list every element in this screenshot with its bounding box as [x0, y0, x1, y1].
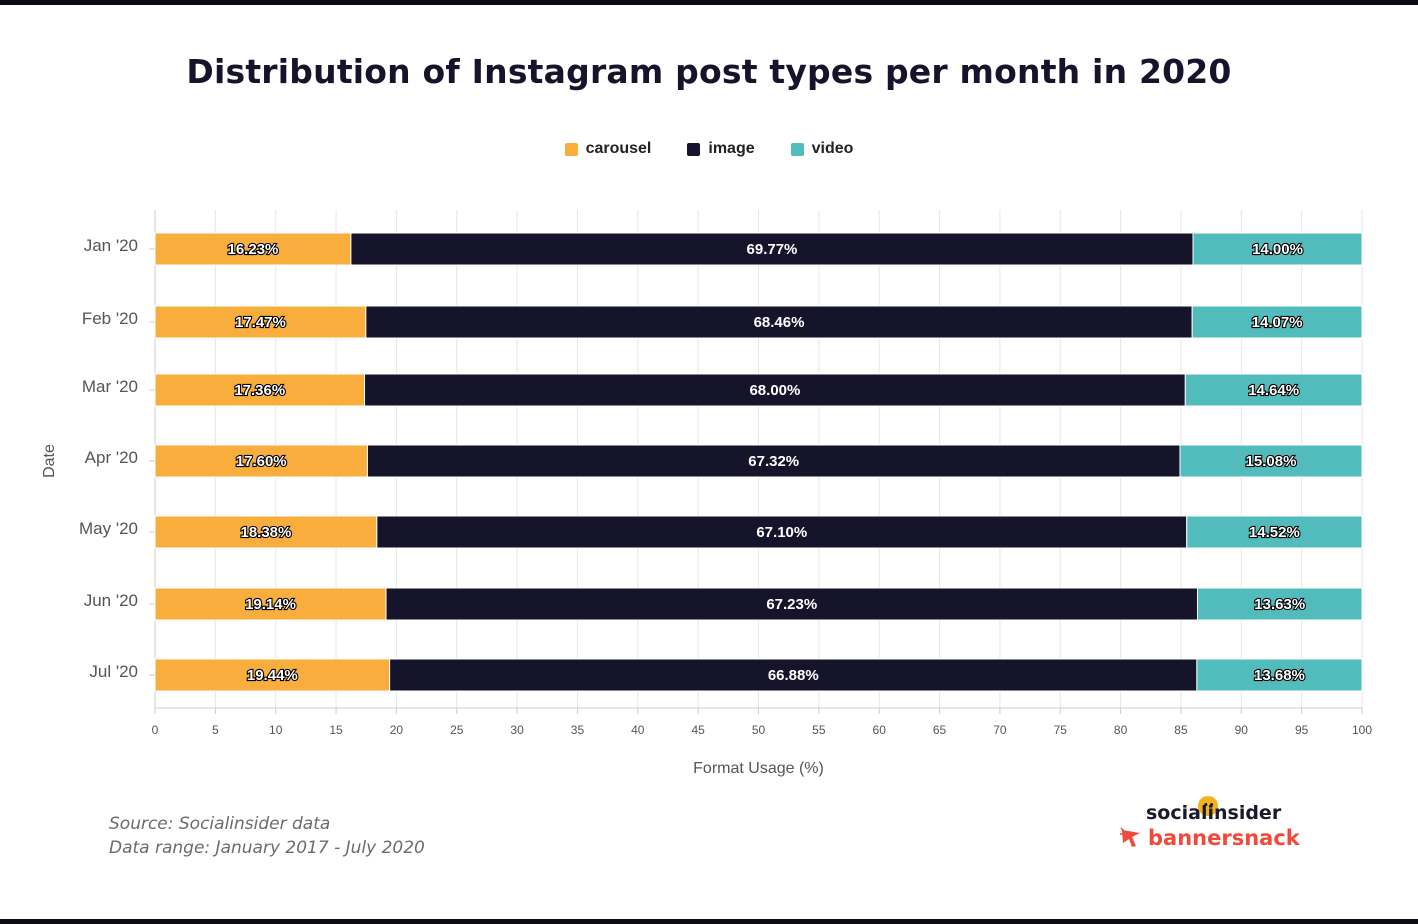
socialinsider-logo-text: socialinsider	[1146, 802, 1282, 824]
bannersnack-logo: bannersnack	[1120, 826, 1310, 850]
x-tick-label: 85	[1174, 723, 1188, 737]
data-label-image: 67.32%	[748, 453, 799, 470]
legend: carousel image video	[0, 140, 1418, 158]
chart-title: Distribution of Instagram post types per…	[186, 52, 1232, 91]
x-tick-label: 20	[390, 723, 404, 737]
x-tick-label: 95	[1295, 723, 1309, 737]
legend-swatch-carousel	[564, 142, 578, 156]
x-tick-label: 35	[571, 723, 585, 737]
bar-video	[1179, 444, 1363, 478]
data-label-carousel: 17.47%	[235, 314, 286, 331]
data-label-video: 14.00%	[1252, 241, 1303, 258]
data-label-carousel: 19.14%	[245, 596, 296, 613]
data-label-video: 14.64%	[1248, 382, 1299, 399]
x-tick-label: 30	[510, 723, 524, 737]
bannersnack-cursor-icon	[1120, 827, 1140, 847]
bar-video	[1191, 305, 1363, 339]
bar-carousel	[154, 373, 366, 407]
legend-label-video: video	[811, 140, 854, 157]
legend-item-image[interactable]: image	[687, 140, 755, 158]
source-text: Source: Socialinsider data	[109, 814, 331, 834]
top-border	[0, 0, 1418, 5]
bottom-border	[0, 919, 1418, 924]
data-label-carousel: 19.44%	[247, 667, 298, 684]
x-tick-label: 100	[1352, 723, 1372, 737]
legend-label-carousel: carousel	[585, 140, 652, 157]
data-label-image: 68.00%	[749, 382, 800, 399]
x-tick-label: 50	[752, 723, 766, 737]
bar-carousel	[154, 515, 378, 549]
data-label-video: 14.07%	[1252, 314, 1303, 331]
y-tick-label: Jan '20	[84, 236, 138, 255]
bar-video	[1186, 515, 1363, 549]
y-tick-label: Jun '20	[84, 591, 138, 610]
x-tick-label: 90	[1235, 723, 1249, 737]
x-tick-label: 15	[329, 723, 343, 737]
bar-carousel	[154, 444, 368, 478]
bar-image	[385, 587, 1198, 621]
bar-image	[389, 658, 1198, 692]
bar-carousel	[154, 658, 391, 692]
x-tick-label: 10	[269, 723, 283, 737]
socialinsider-face-icon: ••	[1203, 801, 1215, 811]
socialinsider-logo: •• socialinsider	[1146, 796, 1310, 824]
x-tick-label: 55	[812, 723, 826, 737]
y-tick-label: Apr '20	[85, 448, 138, 467]
data-label-video: 13.63%	[1254, 596, 1305, 613]
legend-item-carousel[interactable]: carousel	[564, 140, 652, 158]
legend-item-video[interactable]: video	[790, 140, 854, 158]
data-label-carousel: 18.38%	[240, 524, 291, 541]
y-tick-label: May '20	[79, 519, 138, 538]
legend-label-image: image	[708, 140, 755, 157]
y-tick-label: Feb '20	[82, 309, 138, 328]
x-axis-title: Format Usage (%)	[693, 760, 824, 777]
bar-carousel	[154, 232, 352, 266]
bar-image	[376, 515, 1188, 549]
bar-video	[1192, 232, 1363, 266]
y-axis-title: Date	[41, 444, 58, 478]
data-label-carousel: 17.60%	[236, 453, 287, 470]
data-range-text: Data range: January 2017 - July 2020	[109, 838, 425, 858]
y-tick-label: Jul '20	[89, 662, 138, 681]
data-label-carousel: 16.23%	[228, 241, 279, 258]
y-tick-label: Mar '20	[82, 377, 138, 396]
bar-carousel	[154, 587, 387, 621]
x-tick-label: 45	[691, 723, 705, 737]
source-note: Source: Socialinsider data Data range: J…	[109, 812, 425, 860]
legend-swatch-image	[687, 142, 701, 156]
data-label-video: 14.52%	[1249, 524, 1300, 541]
bar-video	[1184, 373, 1363, 407]
x-tick-label: 0	[152, 723, 159, 737]
data-label-image: 67.23%	[766, 596, 817, 613]
x-tick-label: 75	[1054, 723, 1068, 737]
x-tick-label: 40	[631, 723, 645, 737]
socialinsider-dot-icon	[1198, 796, 1218, 816]
bar-video	[1196, 658, 1363, 692]
data-label-video: 15.08%	[1246, 453, 1297, 470]
bar-carousel	[154, 305, 367, 339]
data-label-image: 67.10%	[756, 524, 807, 541]
data-label-carousel: 17.36%	[234, 382, 285, 399]
x-tick-label: 80	[1114, 723, 1128, 737]
bar-image	[365, 305, 1193, 339]
bar-image	[350, 232, 1194, 266]
bannersnack-logo-text: bannersnack	[1148, 826, 1300, 850]
data-label-video: 13.68%	[1254, 667, 1305, 684]
data-label-image: 66.88%	[768, 667, 819, 684]
data-label-image: 69.77%	[747, 241, 798, 258]
data-label-image: 68.46%	[754, 314, 805, 331]
bar-video	[1196, 587, 1363, 621]
bar-image	[366, 444, 1181, 478]
bar-image	[364, 373, 1186, 407]
x-tick-label: 25	[450, 723, 464, 737]
logos: •• socialinsider bannersnack	[1120, 796, 1310, 850]
legend-swatch-video	[790, 142, 804, 156]
x-tick-label: 5	[212, 723, 219, 737]
x-tick-label: 70	[993, 723, 1007, 737]
x-tick-label: 60	[873, 723, 887, 737]
x-tick-label: 65	[933, 723, 947, 737]
